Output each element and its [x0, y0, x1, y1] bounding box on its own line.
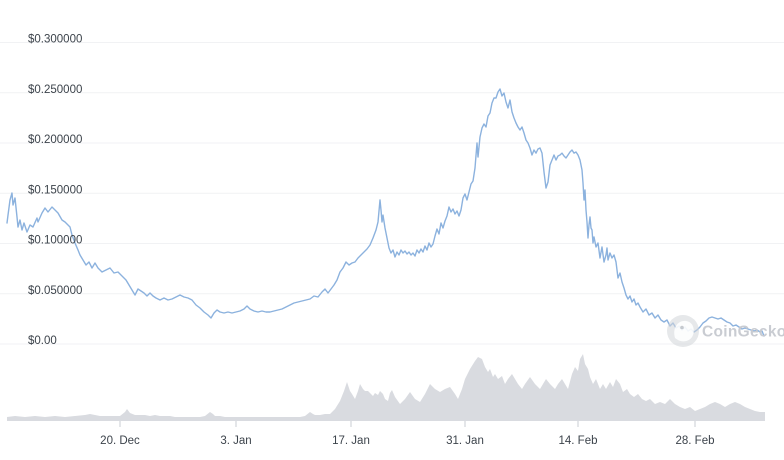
- x-axis-label: 28. Feb: [676, 435, 715, 447]
- y-axis-label: $0.300000: [28, 34, 82, 46]
- y-axis-label: $0.100000: [28, 235, 82, 247]
- watermark: CoinGecko: [667, 315, 784, 347]
- volume-series: [7, 354, 765, 421]
- watermark-text: CoinGecko: [702, 324, 784, 341]
- gridlines: [0, 42, 784, 345]
- coingecko-logo-icon: [667, 315, 699, 347]
- x-axis-label: 20. Dec: [100, 435, 140, 447]
- y-axis-label: $0.200000: [28, 134, 82, 146]
- y-axis-label: $0.00: [28, 335, 57, 347]
- x-axis-label: 17. Jan: [332, 435, 370, 447]
- x-axis-label: 31. Jan: [446, 435, 484, 447]
- y-axis-label: $0.050000: [28, 285, 82, 297]
- y-axis-label: $0.150000: [28, 184, 82, 196]
- x-axis: 20. Dec 3. Jan 17. Jan 31. Jan 14. Feb 28. Fe…: [100, 421, 715, 447]
- y-axis-label: $0.250000: [28, 84, 82, 96]
- x-axis-label: 14. Feb: [559, 435, 598, 447]
- x-axis-label: 3. Jan: [220, 435, 251, 447]
- volume-area: [7, 354, 765, 421]
- y-axis-labels: $0.300000 $0.250000 $0.200000 $0.150000 $0.1…: [28, 34, 82, 348]
- price-line: [6, 88, 765, 337]
